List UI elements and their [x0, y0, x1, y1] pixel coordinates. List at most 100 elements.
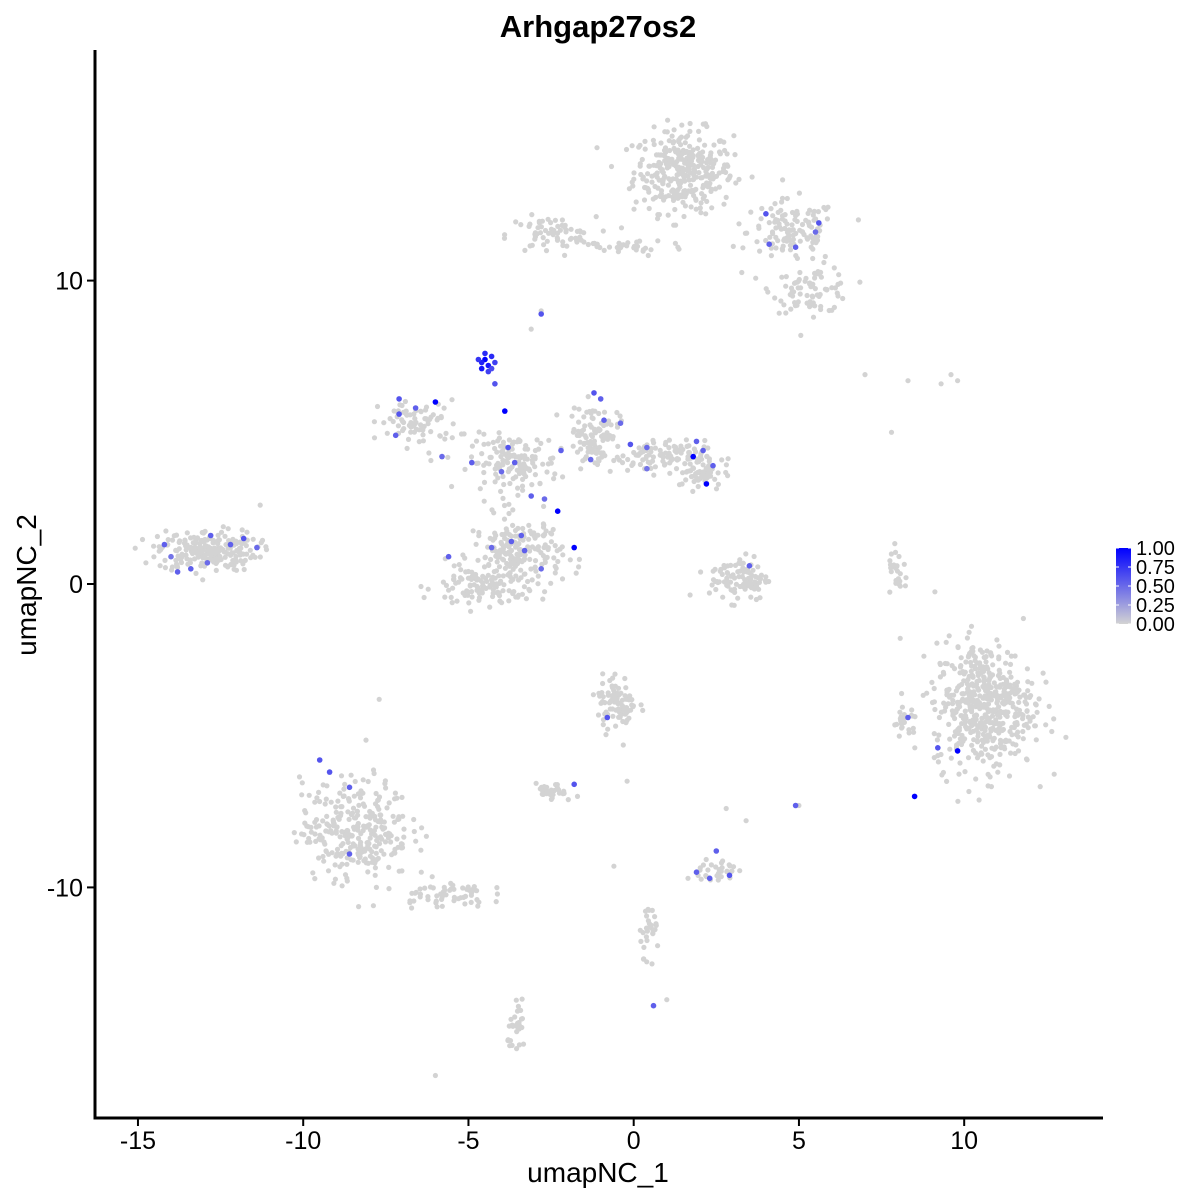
cell-point [481, 479, 488, 485]
color-legend-ticks: 1.000.750.500.250.00 [1116, 538, 1175, 636]
cell-point [901, 561, 907, 567]
cell-point [836, 272, 842, 278]
cell-point [500, 543, 506, 549]
cell-point [1033, 737, 1039, 743]
cell-point [505, 1037, 511, 1044]
cell-point [650, 137, 657, 143]
cell-point [658, 451, 664, 457]
cell-point [695, 483, 701, 490]
cell-point [980, 739, 987, 746]
cell-point [506, 588, 512, 594]
cell-point [947, 746, 953, 752]
cell-point [372, 832, 378, 838]
cell-point [564, 243, 570, 249]
cell-point [446, 587, 452, 593]
cell-point [550, 230, 556, 236]
cell-point [990, 662, 996, 668]
cell-point [450, 421, 456, 427]
cell-point [719, 571, 725, 578]
cell-point [468, 454, 475, 460]
cell-point [986, 678, 992, 684]
cell-point [912, 714, 918, 720]
cell-point [469, 594, 475, 600]
cell-point [1015, 748, 1022, 754]
cell-point [955, 726, 961, 732]
cell-point [685, 875, 691, 881]
cell-point [965, 755, 972, 761]
cell-point [739, 269, 745, 276]
cell-point [644, 959, 650, 965]
cell-point [320, 853, 326, 860]
expressing-cell-point [538, 311, 544, 317]
cell-point [605, 690, 611, 696]
cell-point [741, 569, 747, 575]
cell-point [448, 594, 454, 601]
cell-point [241, 566, 247, 573]
cell-point [484, 578, 490, 585]
cell-point [795, 285, 801, 291]
cell-point [618, 225, 625, 231]
cell-point [794, 255, 801, 261]
cell-point [332, 862, 338, 868]
cell-point [331, 823, 337, 829]
expressing-cell-point [511, 459, 518, 466]
cell-point [659, 168, 665, 174]
cell-point [772, 295, 778, 301]
cell-point [666, 452, 673, 458]
cell-point [589, 449, 595, 455]
cell-point [615, 443, 621, 449]
expressing-cell-point [346, 784, 353, 791]
cell-point [151, 554, 157, 560]
cell-point [696, 137, 703, 143]
cell-point [735, 569, 741, 575]
cell-point [971, 663, 978, 670]
cell-point [494, 590, 500, 596]
cell-point [508, 1016, 514, 1022]
cell-point [970, 673, 976, 679]
cell-point [213, 549, 219, 555]
cell-point [334, 846, 341, 852]
cell-point [797, 291, 803, 297]
cell-point [743, 818, 749, 824]
cell-point [792, 280, 799, 286]
cell-point [763, 237, 769, 244]
cell-point [395, 423, 401, 429]
cell-point [726, 862, 732, 868]
cell-point [644, 178, 650, 184]
cell-point [387, 831, 393, 837]
cell-point [978, 750, 984, 756]
expressing-cell-point [954, 748, 961, 754]
cell-point [729, 868, 735, 874]
cell-point [955, 644, 961, 651]
cell-point [580, 427, 587, 433]
cell-point [417, 891, 424, 897]
cell-point [662, 145, 669, 151]
cell-point [969, 742, 975, 748]
cell-point [532, 231, 538, 237]
cell-point [994, 637, 1000, 643]
cell-point [372, 817, 379, 823]
cell-point [169, 567, 175, 573]
cell-point [293, 839, 299, 845]
cell-point [910, 725, 916, 731]
cell-point [620, 718, 626, 725]
cell-point [213, 567, 219, 574]
cell-point [526, 466, 532, 472]
cell-point [495, 551, 501, 557]
cell-point [475, 903, 481, 909]
cell-point [705, 164, 711, 170]
cell-point [376, 806, 382, 812]
cell-point [187, 557, 193, 563]
cell-point [411, 898, 417, 904]
cell-point [420, 427, 426, 433]
cell-point [625, 456, 631, 463]
expressing-cell-point [617, 420, 624, 427]
cell-point [747, 570, 753, 576]
cell-point [688, 204, 694, 210]
cell-point [716, 184, 723, 190]
cell-point [350, 805, 357, 811]
cell-point [342, 872, 349, 878]
cell-point [550, 455, 556, 461]
cell-point [390, 813, 396, 819]
cell-point [663, 439, 669, 445]
